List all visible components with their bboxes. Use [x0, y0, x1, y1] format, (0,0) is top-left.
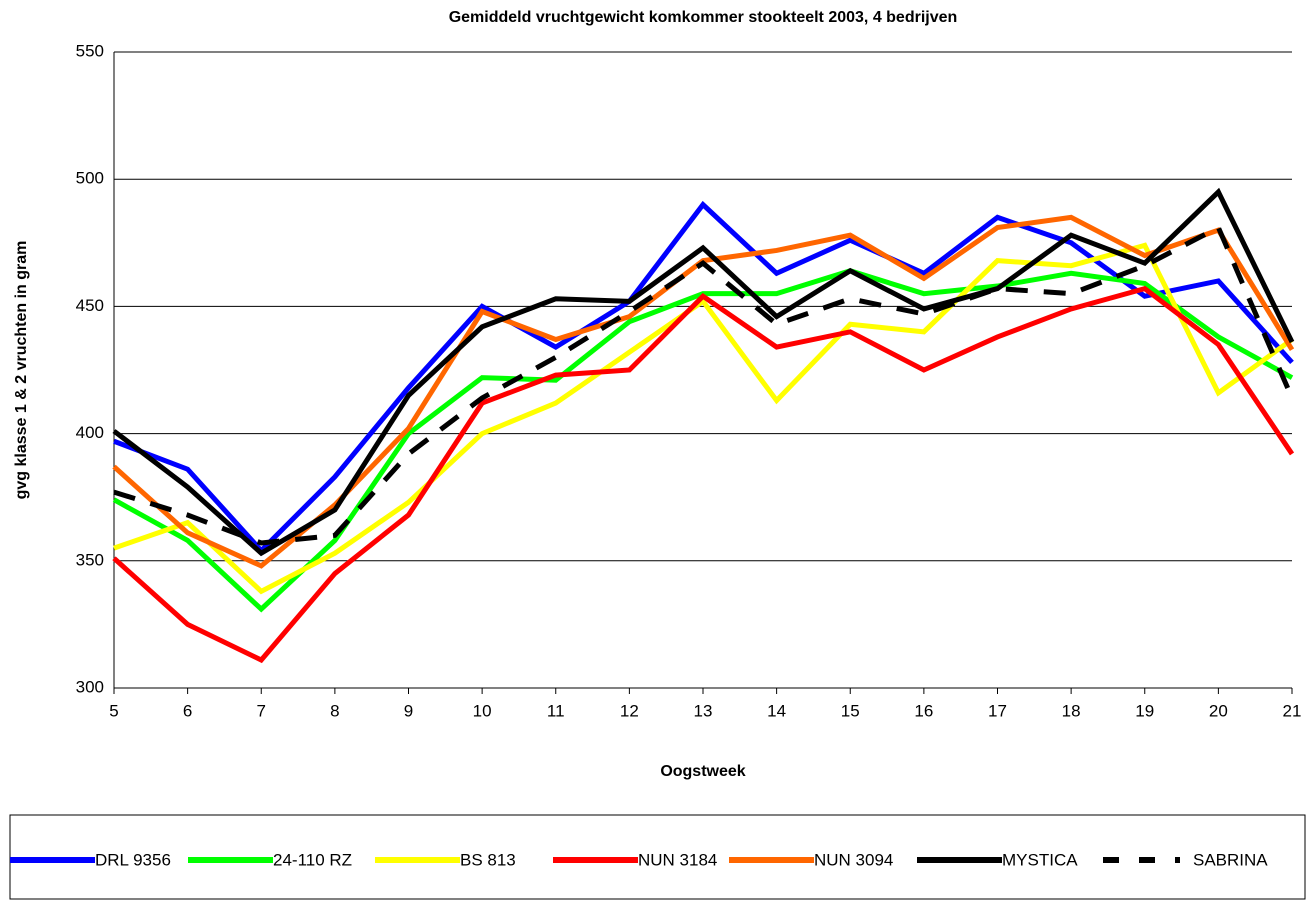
- line-series: [112, 285, 1295, 664]
- legend-label: NUN 3184: [638, 850, 717, 869]
- y-tick-label: 550: [76, 41, 104, 60]
- line-series: [112, 214, 1295, 569]
- line-series: [113, 224, 1295, 546]
- x-tick-label: 18: [1062, 701, 1081, 720]
- x-tick-label: 12: [620, 701, 639, 720]
- x-tick-label: 8: [330, 701, 339, 720]
- legend-label: BS 813: [460, 850, 516, 869]
- x-tick-label: 14: [767, 701, 786, 720]
- x-tick-label: 7: [257, 701, 266, 720]
- y-tick-label: 450: [76, 296, 104, 315]
- x-tick-label: 10: [473, 701, 492, 720]
- y-axis-title: gvg klasse 1 & 2 vruchten in gram: [13, 241, 30, 500]
- legend-label: NUN 3094: [814, 850, 893, 869]
- legend-label: MYSTICA: [1002, 850, 1078, 869]
- x-axis-title: Oogstweek: [660, 763, 745, 780]
- y-tick-label: 300: [76, 677, 104, 696]
- x-tick-label: 15: [841, 701, 860, 720]
- x-tick-label: 16: [914, 701, 933, 720]
- x-tick-label: 9: [404, 701, 413, 720]
- y-tick-label: 350: [76, 550, 104, 569]
- x-tick-label: 13: [694, 701, 713, 720]
- legend-label: SABRINA: [1193, 850, 1268, 869]
- x-tick-label: 6: [183, 701, 192, 720]
- line-series: [112, 268, 1294, 613]
- x-tick-label: 17: [988, 701, 1007, 720]
- x-tick-label: 11: [547, 701, 565, 720]
- legend-label: 24-110 RZ: [273, 850, 352, 869]
- x-tick-label: 20: [1209, 701, 1228, 720]
- line-series: [112, 187, 1295, 557]
- x-tick-label: 5: [109, 701, 118, 720]
- y-tick-label: 400: [76, 423, 104, 442]
- chart-title: Gemiddeld vruchtgewicht komkommer stookt…: [449, 9, 958, 26]
- legend-label: DRL 9356: [95, 850, 171, 869]
- x-tick-label: 21: [1283, 701, 1302, 720]
- x-tick-label: 19: [1135, 701, 1154, 720]
- y-tick-label: 500: [76, 169, 104, 188]
- line-series: [113, 242, 1294, 595]
- line-series: [113, 200, 1294, 555]
